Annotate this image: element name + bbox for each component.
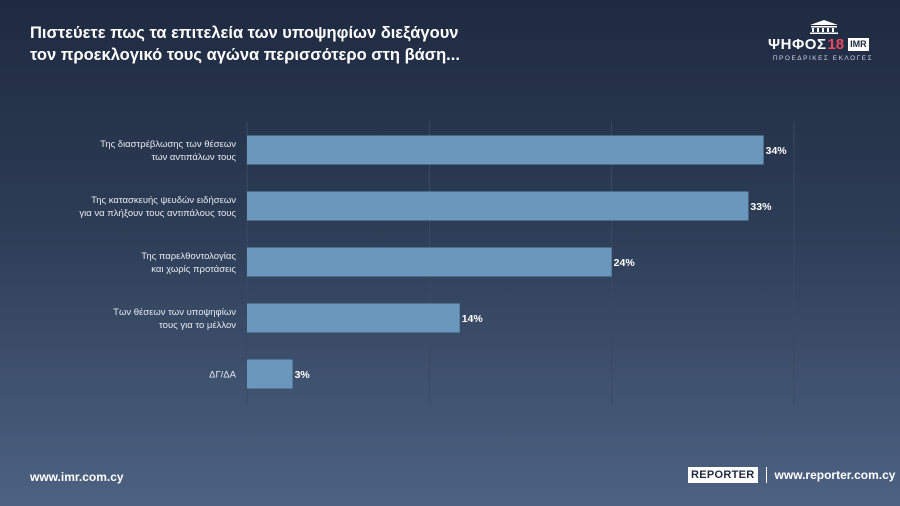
category-label-0-0: Της διαστρέβλωσης των θέσεων xyxy=(100,139,236,150)
bar-2 xyxy=(247,247,612,277)
value-label-3: 14% xyxy=(462,313,484,325)
imr-website[interactable]: www.imr.com.cy xyxy=(30,470,124,484)
category-label-3-1: τους για το μέλλον xyxy=(159,320,236,331)
category-label-3-0: Των θέσεων των υποψηφίων xyxy=(113,307,236,318)
category-label-0-1: των αντιπάλων τους xyxy=(151,152,236,163)
reporter-logo: REPORTER xyxy=(688,467,758,483)
logo-word: ΨΗΦΟΣ xyxy=(768,36,827,53)
logo-number: 18 xyxy=(827,36,845,53)
value-label-2: 24% xyxy=(614,257,636,269)
bar-1 xyxy=(247,191,749,221)
reporter-website[interactable]: www.reporter.com.cy xyxy=(774,468,896,482)
footer-separator xyxy=(765,467,767,483)
bar-4 xyxy=(247,359,293,389)
value-label-1: 33% xyxy=(750,201,772,213)
psifos-logo: ΨΗΦΟΣ 18 IMR ΠΡΟΕΔΡΙΚΕΣ ΕΚΛΟΓΕΣ xyxy=(768,20,878,62)
category-label-2-1: και χωρίς προτάσεις xyxy=(151,264,236,275)
category-label-2-0: Της παρελθοντολογίας xyxy=(141,251,236,262)
reporter-footer: REPORTER www.reporter.com.cy xyxy=(688,467,895,483)
category-label-1-1: για να πλήξουν τους αντιπάλους τους xyxy=(79,208,236,219)
value-label-0: 34% xyxy=(766,145,788,157)
chart-title: Πιστεύετε πως τα επιτελεία των υποψηφίων… xyxy=(30,22,550,66)
bar-3 xyxy=(247,303,460,333)
value-label-4: 3% xyxy=(295,369,311,381)
bar-0 xyxy=(247,135,764,165)
title-line-2: τον προεκλογικό τους αγώνα περισσότερο σ… xyxy=(30,46,460,64)
category-label-4-0: ΔΓ/ΔΑ xyxy=(209,370,237,381)
parliament-building-icon xyxy=(810,20,838,34)
category-label-1-0: Της κατασκευής ψευδών ειδήσεων xyxy=(91,195,236,206)
imr-logo: IMR xyxy=(848,38,869,51)
logo-subtitle: ΠΡΟΕΔΡΙΚΕΣ ΕΚΛΟΓΕΣ xyxy=(772,55,874,62)
title-line-1: Πιστεύετε πως τα επιτελεία των υποψηφίων… xyxy=(30,24,459,42)
